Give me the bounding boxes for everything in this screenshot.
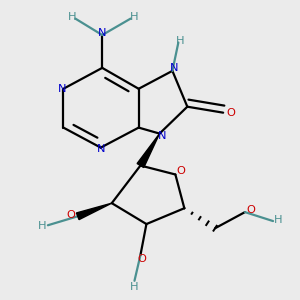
Text: H: H <box>38 221 47 231</box>
Text: H: H <box>130 282 139 292</box>
Text: O: O <box>176 166 185 176</box>
Text: O: O <box>137 254 146 264</box>
Text: N: N <box>158 131 167 141</box>
Text: H: H <box>68 12 76 22</box>
Text: N: N <box>98 28 106 38</box>
Text: N: N <box>169 64 178 74</box>
Text: H: H <box>176 36 184 46</box>
Text: O: O <box>67 210 76 220</box>
Text: O: O <box>246 205 255 215</box>
Text: H: H <box>130 12 139 22</box>
Text: O: O <box>226 108 235 118</box>
Text: N: N <box>97 144 105 154</box>
Text: N: N <box>58 84 66 94</box>
Polygon shape <box>76 203 112 220</box>
Polygon shape <box>137 134 160 167</box>
Text: H: H <box>274 215 283 226</box>
